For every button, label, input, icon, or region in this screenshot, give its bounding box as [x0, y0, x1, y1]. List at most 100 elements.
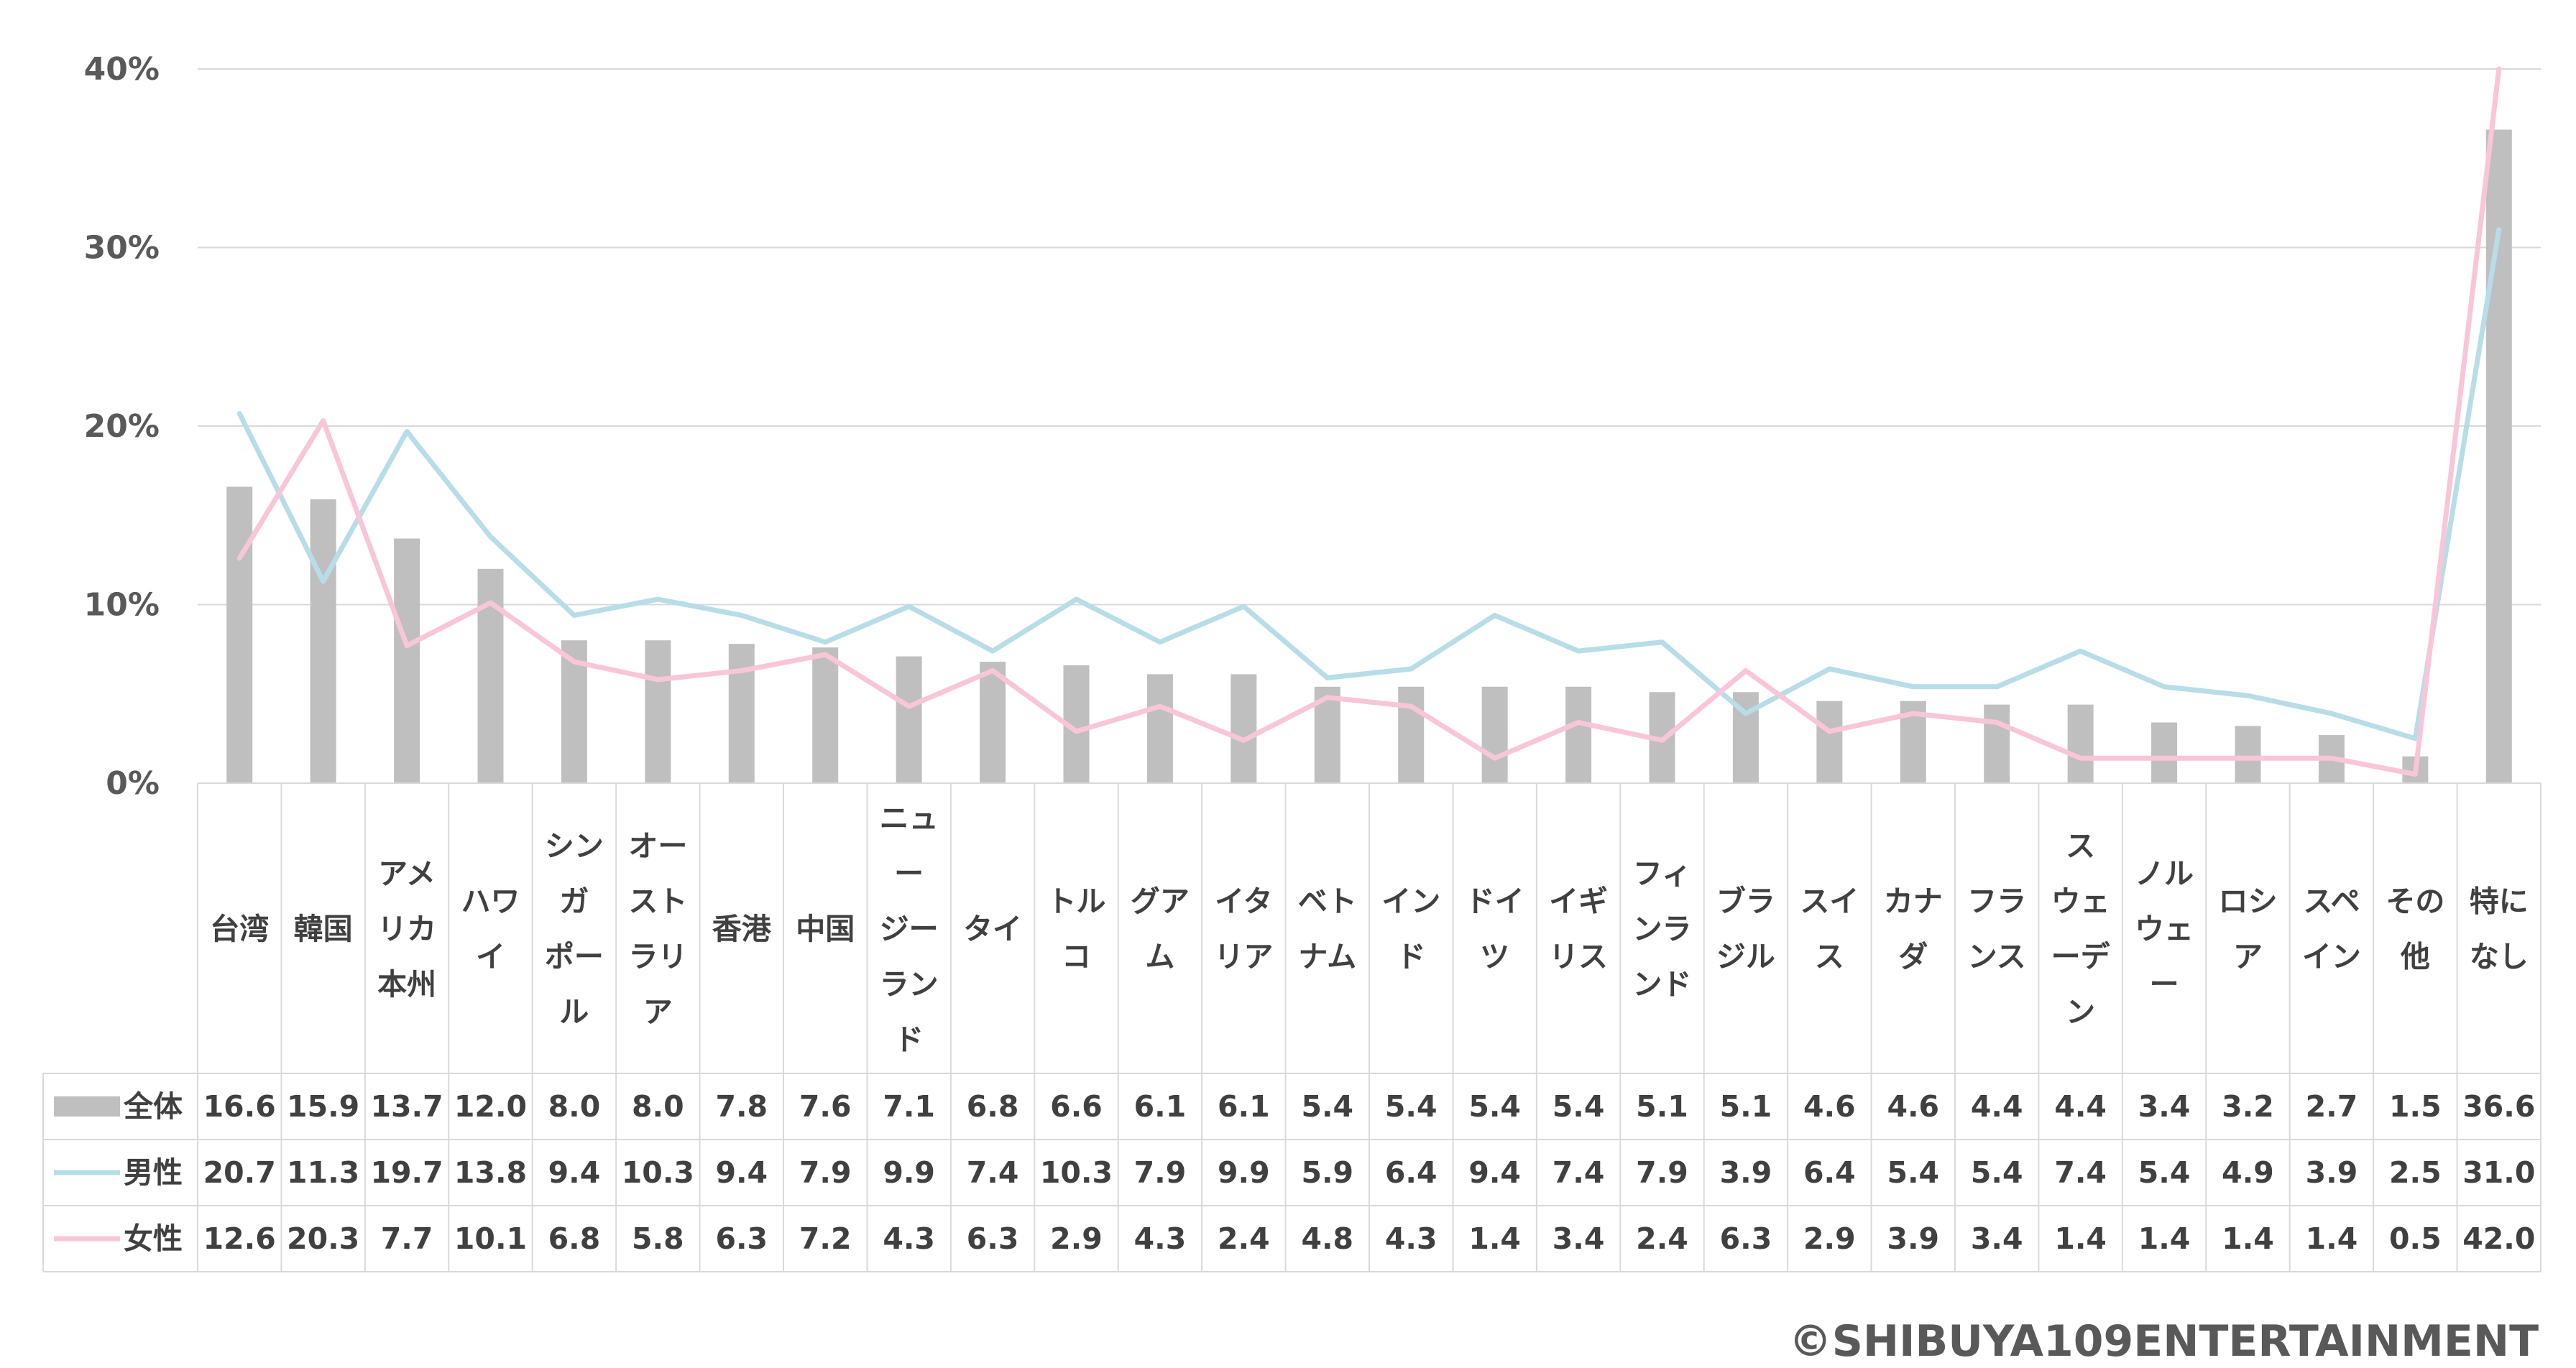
copyright-text: ©SHIBUYA109ENTERTAINMENT	[1788, 1316, 2539, 1367]
data-value: 3.9	[1720, 1155, 1772, 1190]
bar	[1230, 674, 1257, 783]
y-tick-label: 0%	[106, 765, 160, 802]
category-label: イタ	[1215, 884, 1272, 919]
category-label: ド	[894, 1022, 924, 1057]
data-value: 7.8	[715, 1089, 768, 1124]
category-label: その	[2386, 884, 2444, 919]
data-value: 6.3	[715, 1221, 768, 1256]
y-tick-label: 40%	[84, 51, 160, 88]
bar	[226, 486, 253, 783]
data-value: 2.4	[1636, 1221, 1688, 1256]
category-label: イ	[476, 940, 505, 974]
data-value: 3.9	[1887, 1221, 1939, 1256]
data-value: 19.7	[370, 1155, 443, 1190]
category-label: 中国	[796, 912, 855, 946]
category-label: ダ	[1898, 940, 1928, 974]
data-value: 5.4	[1971, 1155, 2023, 1190]
category-label: ド	[1397, 940, 1426, 974]
data-value: 7.9	[799, 1155, 852, 1190]
data-value: 12.0	[454, 1089, 527, 1124]
bar	[1398, 686, 1425, 783]
category-label: ノル	[2135, 856, 2194, 891]
bar	[2067, 704, 2094, 783]
data-value: 9.9	[1218, 1155, 1270, 1190]
data-value: 5.4	[1552, 1089, 1605, 1124]
data-value: 5.9	[1301, 1155, 1353, 1190]
category-label: コ	[1062, 940, 1091, 974]
data-value: 2.9	[1050, 1221, 1103, 1256]
data-value: 16.6	[203, 1089, 276, 1124]
category-label: 台湾	[210, 912, 269, 946]
category-label: ジル	[1716, 940, 1775, 974]
category-label: トル	[1047, 884, 1106, 919]
data-value: 4.3	[1134, 1221, 1187, 1256]
category-label: イン	[2302, 940, 2361, 974]
data-value: 20.7	[203, 1155, 276, 1190]
data-value: 5.4	[1385, 1089, 1438, 1124]
data-value: 6.1	[1134, 1089, 1187, 1124]
data-value: 1.4	[1468, 1221, 1521, 1256]
data-value: 13.7	[370, 1089, 443, 1124]
data-value: 5.1	[1720, 1089, 1772, 1124]
category-label: ニュ	[880, 801, 939, 836]
data-value: 2.5	[2389, 1155, 2442, 1190]
category-label: リス	[1549, 940, 1608, 974]
data-value: 6.3	[1720, 1221, 1772, 1256]
data-value: 6.8	[548, 1221, 601, 1256]
category-label: ラン	[880, 967, 939, 1002]
category-label: ス	[1815, 940, 1844, 974]
data-value: 1.4	[2222, 1221, 2274, 1256]
category-label: ポー	[545, 940, 604, 974]
data-value: 7.4	[2054, 1155, 2107, 1190]
category-label: なし	[2470, 940, 2529, 974]
data-value: 10.3	[622, 1155, 694, 1190]
series-line-男性	[236, 227, 2502, 741]
category-label: ロシ	[2219, 884, 2278, 919]
data-value: 8.0	[548, 1089, 601, 1124]
data-value: 4.8	[1301, 1221, 1353, 1256]
category-label: ベト	[1298, 884, 1357, 919]
category-label: アメ	[378, 856, 436, 891]
data-value: 5.4	[2138, 1155, 2191, 1190]
data-value: 1.5	[2389, 1089, 2442, 1124]
category-label: 本州	[377, 967, 436, 1002]
data-value: 10.1	[454, 1221, 527, 1256]
data-value: 4.9	[2222, 1155, 2274, 1190]
category-label: 韓国	[294, 912, 353, 946]
data-value: 7.4	[967, 1155, 1019, 1190]
gridlines	[198, 68, 2541, 606]
data-value: 2.4	[1218, 1221, 1270, 1256]
data-value: 1.4	[2138, 1221, 2191, 1256]
category-label: ア	[2233, 940, 2263, 974]
data-value: 4.6	[1887, 1089, 1939, 1124]
data-value: 1.4	[2054, 1221, 2107, 1256]
data-value: 15.9	[287, 1089, 359, 1124]
legend-key-bar	[54, 1096, 120, 1117]
data-value: 4.3	[1385, 1221, 1438, 1256]
bar	[645, 640, 671, 783]
data-value: 3.4	[1552, 1221, 1605, 1256]
bar	[2235, 726, 2261, 783]
data-value: 0.5	[2389, 1221, 2442, 1256]
category-label: ーデ	[2051, 940, 2110, 974]
category-label: 他	[2400, 940, 2430, 974]
data-value: 6.1	[1218, 1089, 1270, 1124]
category-label: ス	[2066, 829, 2095, 864]
category-label: ウェ	[2051, 884, 2110, 919]
category-label: ンラ	[1633, 912, 1692, 946]
data-value: 2.9	[1803, 1221, 1856, 1256]
data-value: 11.3	[287, 1155, 359, 1190]
category-label: ガ	[559, 884, 589, 919]
data-value: 10.3	[1040, 1155, 1113, 1190]
category-label: リカ	[377, 912, 436, 946]
data-value: 9.4	[715, 1155, 768, 1190]
y-tick-label: 30%	[84, 230, 160, 267]
category-label: ー	[894, 856, 924, 891]
y-axis-ticks: 0% 10% 20% 30% 40%	[84, 51, 160, 802]
legend-label: 全体	[123, 1089, 183, 1124]
category-label: ア	[643, 995, 673, 1030]
data-value: 36.6	[2462, 1089, 2535, 1124]
data-value: 31.0	[2462, 1155, 2535, 1190]
category-label: イン	[1381, 884, 1440, 919]
